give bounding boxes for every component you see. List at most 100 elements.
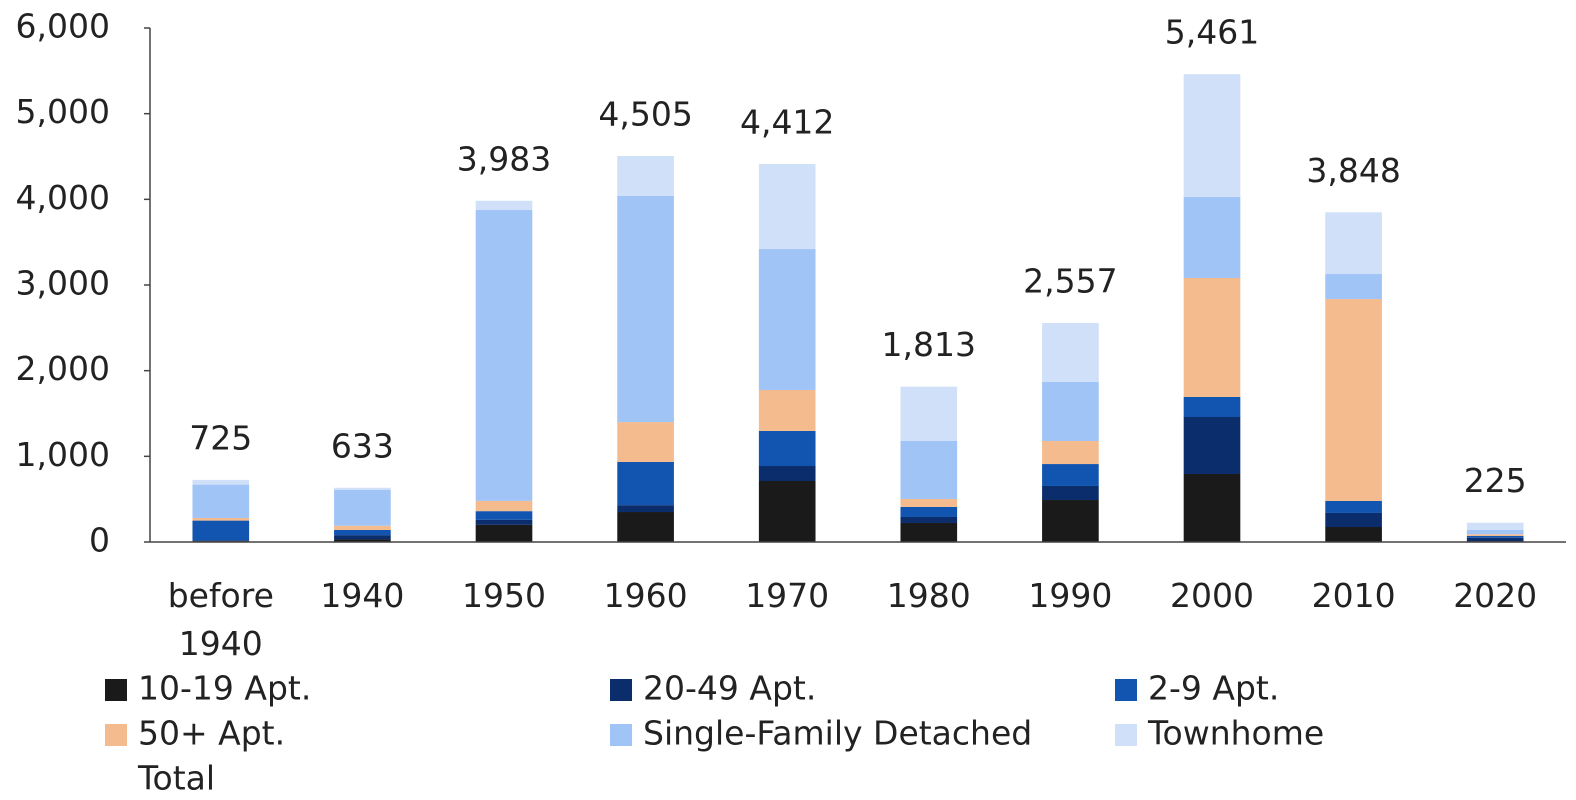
bar-segment: [1042, 322, 1099, 382]
legend-label: 50+ Apt.: [138, 714, 285, 753]
bar-segment: [1183, 396, 1241, 418]
x-tick-label-box: 1940: [320, 576, 405, 615]
bar-segment: [334, 539, 391, 542]
bar-segment: [1183, 473, 1241, 542]
bar-segment: [900, 516, 958, 523]
bar-segment: [1325, 527, 1382, 542]
bar-segment: [475, 511, 533, 520]
y-tick-label: 1,000: [16, 435, 110, 474]
total-label: 1,813: [882, 325, 976, 364]
bar-segment: [617, 422, 674, 462]
legend-marker: [105, 724, 127, 746]
bar-segment: [1325, 299, 1382, 501]
legend-marker: [105, 679, 127, 701]
total-label: 225: [1464, 461, 1527, 500]
bar-segment: [475, 200, 533, 211]
x-tick-label: 2020: [1453, 576, 1538, 615]
legend-label: Townhome: [1147, 714, 1324, 753]
bar-segment: [1466, 534, 1524, 537]
bar-segment: [1466, 536, 1524, 538]
y-tick-label: 2,000: [16, 349, 110, 388]
bar-segment: [334, 489, 391, 526]
legend-label: 2-9 Apt.: [1148, 669, 1279, 708]
legend-label: 10-19 Apt.: [138, 669, 311, 708]
x-tick-label: 2010: [1311, 576, 1396, 615]
x-tick-label: 1990: [1028, 576, 1113, 615]
bar-segment: [617, 195, 674, 423]
bar-segment: [1183, 74, 1241, 198]
bar-segment: [1042, 440, 1099, 465]
x-tick-label-box: 2000: [1170, 576, 1254, 615]
x-tick-label: 1960: [603, 576, 688, 615]
bar-segment: [1466, 530, 1524, 535]
bar-segment: [1466, 522, 1524, 531]
bar-segment: [192, 484, 250, 519]
x-tick-label: before 1940: [167, 576, 274, 663]
bar-segment: [192, 520, 250, 541]
bar-segment: [1042, 381, 1099, 441]
bar-segment: [1042, 500, 1099, 542]
bar-segment: [192, 479, 250, 485]
bar-segment: [758, 249, 816, 391]
y-tick-label: 5,000: [16, 92, 110, 131]
bar-segment: [475, 519, 533, 525]
x-tick-label-box: 1970: [745, 576, 829, 615]
bar-segment: [1325, 512, 1382, 528]
total-label: 2,557: [1023, 261, 1117, 300]
y-tick-label: 6,000: [16, 7, 110, 46]
bar-segment: [900, 386, 958, 441]
legend-marker: [1115, 679, 1137, 701]
total-label: 725: [189, 418, 252, 457]
x-tick-label: 2000: [1170, 576, 1254, 615]
bar-segment: [900, 498, 958, 507]
bar-segment: [617, 512, 674, 542]
bar-segment: [334, 525, 391, 531]
legend-marker: [610, 679, 632, 701]
bar-segment: [1183, 417, 1241, 474]
bar-segment: [1042, 485, 1099, 501]
bar-segment: [1183, 197, 1241, 278]
total-label: 5,461: [1165, 13, 1259, 52]
bar-segment: [334, 487, 391, 490]
bar-segment: [617, 505, 674, 513]
legend-marker: [610, 724, 632, 746]
total-label: 3,983: [457, 139, 551, 178]
bar-segment: [900, 506, 958, 517]
bar-segment: [758, 481, 816, 542]
total-label: 633: [331, 426, 394, 465]
x-tick-label: 1940: [320, 576, 405, 615]
bar-segment: [1325, 212, 1382, 275]
legend-label: Total: [137, 759, 215, 798]
total-label: 4,412: [740, 103, 834, 142]
bar-segment: [475, 524, 533, 542]
legend-label: 20-49 Apt.: [643, 669, 816, 708]
bar-segment: [1325, 274, 1382, 300]
x-tick-label: 1980: [886, 576, 971, 615]
bar-segment: [900, 522, 958, 542]
bar-segment: [475, 210, 533, 501]
x-tick-label: 1950: [462, 576, 546, 615]
bar-segment: [758, 390, 816, 431]
total-label: 4,505: [598, 95, 692, 134]
bar-segment: [1183, 277, 1241, 397]
bar-segment: [334, 530, 391, 536]
total-label: 3,848: [1306, 151, 1400, 190]
bar-segment: [1325, 500, 1382, 513]
x-tick-label-box: 1980: [886, 576, 971, 615]
x-tick-label-box: 2020: [1453, 576, 1538, 615]
y-tick-label: 0: [89, 521, 110, 560]
y-tick-label: 4,000: [16, 178, 110, 217]
y-tick-label: 3,000: [16, 264, 110, 303]
bar-segment: [758, 430, 816, 467]
bar-segment: [475, 500, 533, 512]
bar-segment: [900, 440, 958, 499]
x-tick-label-box: 1950: [462, 576, 546, 615]
bar-segment: [617, 461, 674, 506]
x-tick-label-box: before 1940: [167, 576, 274, 663]
legend-marker: [1115, 724, 1137, 746]
bar-segment: [334, 535, 391, 540]
bar-segment: [192, 540, 250, 542]
legend-label: Single-Family Detached: [643, 714, 1032, 753]
